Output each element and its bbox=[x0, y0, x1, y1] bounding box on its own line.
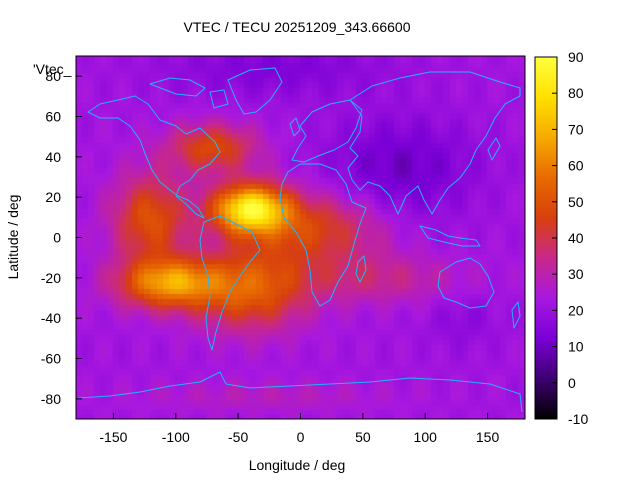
colorbar-ticks: -10 0 10 20 30 40 50 60 70 80 90 bbox=[552, 49, 588, 427]
colorbar-tick-label: -10 bbox=[568, 411, 588, 427]
y-tick-label: -40 bbox=[41, 310, 61, 326]
y-tick-label: 40 bbox=[45, 149, 61, 165]
x-tick-label: 100 bbox=[414, 429, 438, 445]
colorbar-tick-label: 0 bbox=[568, 375, 576, 391]
colorbar-tick-label: 60 bbox=[568, 158, 584, 174]
coast-madagascar bbox=[355, 255, 367, 283]
x-tick-label: -150 bbox=[99, 429, 127, 445]
coast-uk bbox=[289, 117, 301, 137]
x-tick-label: -100 bbox=[162, 429, 190, 445]
x-tick-label: -50 bbox=[228, 429, 248, 445]
colorbar-tick-label: 70 bbox=[568, 121, 584, 137]
coast-antarctica bbox=[77, 371, 523, 413]
coast-europe bbox=[291, 99, 363, 163]
y-tick-label: -80 bbox=[41, 391, 61, 407]
coast-new-zealand bbox=[511, 301, 521, 329]
colorbar-tick-label: 20 bbox=[568, 302, 584, 318]
y-tick-label: 0 bbox=[53, 230, 61, 246]
heatmap-field bbox=[76, 56, 525, 419]
coast-greenland bbox=[227, 67, 283, 115]
coast-indonesia bbox=[419, 225, 481, 247]
colorbar-tick-label: 50 bbox=[568, 194, 584, 210]
coast-north-america bbox=[87, 95, 221, 219]
coastlines bbox=[77, 67, 523, 413]
coast-asia bbox=[347, 71, 521, 215]
colorbar-tick-label: 10 bbox=[568, 339, 584, 355]
coast-south-america bbox=[199, 215, 261, 351]
y-axis-label: Latitude / deg bbox=[5, 195, 21, 280]
chart-title: VTEC / TECU 20251209_343.66600 bbox=[183, 19, 410, 35]
colorbar-tick-label: 30 bbox=[568, 266, 584, 282]
y-axis-ticks: -80 -60 -40 -20 0 20 40 60 80 bbox=[41, 68, 82, 407]
x-tick-label: 50 bbox=[355, 429, 371, 445]
x-tick-label: 0 bbox=[297, 429, 305, 445]
series-label: 'Vtec_ bbox=[33, 61, 72, 77]
x-tick-label: 150 bbox=[476, 429, 500, 445]
y-tick-label: -60 bbox=[41, 351, 61, 367]
x-axis-label: Longitude / deg bbox=[249, 457, 346, 473]
coast-australia bbox=[437, 257, 495, 309]
coast-africa bbox=[279, 163, 367, 307]
y-tick-label: 60 bbox=[45, 109, 61, 125]
y-tick-label: 80 bbox=[45, 68, 61, 84]
y-tick-label: 20 bbox=[45, 189, 61, 205]
colorbar-tick-label: 80 bbox=[568, 85, 584, 101]
y-tick-label: -20 bbox=[41, 270, 61, 286]
coast-japan bbox=[487, 137, 501, 161]
coast-arctic-islands bbox=[149, 77, 229, 109]
x-axis-ticks: -150 -100 -50 0 50 100 150 bbox=[99, 413, 499, 445]
colorbar-tick-label: 90 bbox=[568, 49, 584, 65]
colorbar-tick-label: 40 bbox=[568, 230, 584, 246]
